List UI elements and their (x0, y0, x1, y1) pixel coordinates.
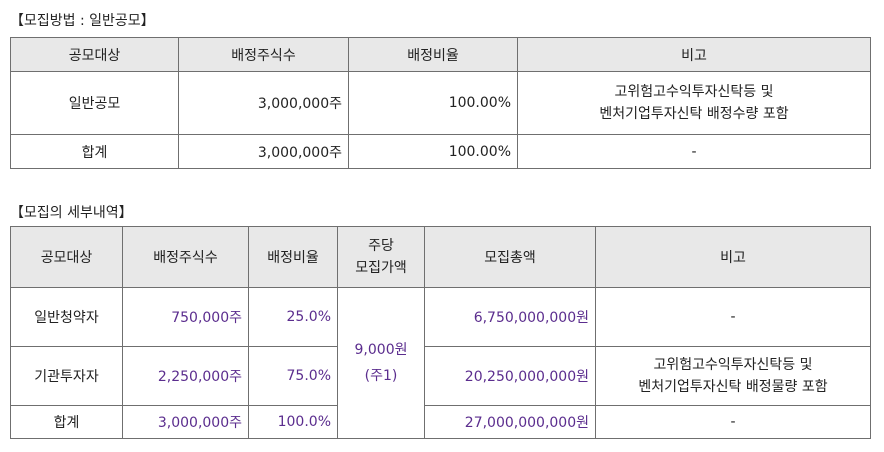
header-price-line: 모집가액 (355, 260, 407, 276)
header-ratio: 배정비율 (248, 226, 338, 288)
cell-shares: 2,250,000주 (122, 346, 249, 406)
cell-target: 기관투자자 (10, 346, 123, 406)
note-line: 고위험고수익투자신탁등 및 (653, 357, 813, 373)
header-target: 공모대상 (10, 37, 179, 72)
cell-target: 합계 (10, 134, 179, 169)
offering-details-table: 공모대상 배정주식수 배정비율 주당 모집가액 모집총액 비고 일반청약자 75… (10, 226, 871, 439)
cell-ratio: 75.0% (248, 346, 338, 406)
table-row: 기관투자자 2,250,000주 75.0% 20,250,000,000원 고… (10, 346, 871, 406)
cell-note: - (595, 405, 871, 439)
header-price-per-share: 주당 모집가액 (337, 226, 425, 288)
cell-amount: 20,250,000,000원 (424, 346, 596, 406)
note-line: 벤처기업투자신탁 배정수량 포함 (599, 106, 789, 122)
section-title-details: 【모집의 세부내역】 (10, 205, 133, 221)
cell-shares: 750,000주 (122, 287, 249, 347)
cell-price-per-share: 9,000원 (주1) (337, 287, 425, 439)
price-footnote: (주1) (364, 368, 398, 384)
header-note: 비고 (595, 226, 871, 288)
table-row: 일반청약자 750,000주 25.0% 9,000원 (주1) 6,750,0… (10, 287, 871, 439)
cell-note: - (595, 287, 871, 347)
cell-shares: 3,000,000주 (122, 405, 249, 439)
table-header-row: 공모대상 배정주식수 배정비율 비고 (10, 37, 871, 72)
cell-ratio: 100.00% (348, 71, 518, 135)
cell-target: 합계 (10, 405, 123, 439)
cell-note: 고위험고수익투자신탁등 및 벤처기업투자신탁 배정수량 포함 (517, 71, 871, 135)
header-target: 공모대상 (10, 226, 123, 288)
table-header-row: 공모대상 배정주식수 배정비율 주당 모집가액 모집총액 비고 (10, 226, 871, 288)
header-amount: 모집총액 (424, 226, 596, 288)
header-shares: 배정주식수 (178, 37, 349, 72)
allocation-method-table: 공모대상 배정주식수 배정비율 비고 일반공모 3,000,000주 100.0… (10, 37, 871, 169)
header-ratio: 배정비율 (348, 37, 518, 72)
cell-amount: 6,750,000,000원 (424, 287, 596, 347)
table-row-total: 합계 3,000,000주 100.0% 27,000,000,000원 - (10, 405, 871, 439)
price-value: 9,000원 (354, 342, 408, 358)
table-row: 일반공모 3,000,000주 100.00% 고위험고수익투자신탁등 및 벤처… (10, 71, 871, 135)
cell-shares: 3,000,000주 (178, 134, 349, 169)
table-row-total: 합계 3,000,000주 100.00% - (10, 134, 871, 169)
header-price-line: 주당 (368, 238, 394, 254)
note-line: 벤처기업투자신탁 배정물량 포함 (638, 379, 828, 395)
section-title-method: 【모집방법 : 일반공모】 (10, 13, 155, 29)
cell-target: 일반공모 (10, 71, 179, 135)
cell-amount: 27,000,000,000원 (424, 405, 596, 439)
cell-note: - (517, 134, 871, 169)
header-shares: 배정주식수 (122, 226, 249, 288)
note-line: 고위험고수익투자신탁등 및 (614, 84, 774, 100)
cell-ratio: 100.0% (248, 405, 338, 439)
cell-target: 일반청약자 (10, 287, 123, 347)
cell-ratio: 25.0% (248, 287, 338, 347)
cell-shares: 3,000,000주 (178, 71, 349, 135)
cell-ratio: 100.00% (348, 134, 518, 169)
cell-note: 고위험고수익투자신탁등 및 벤처기업투자신탁 배정물량 포함 (595, 346, 871, 406)
header-note: 비고 (517, 37, 871, 72)
